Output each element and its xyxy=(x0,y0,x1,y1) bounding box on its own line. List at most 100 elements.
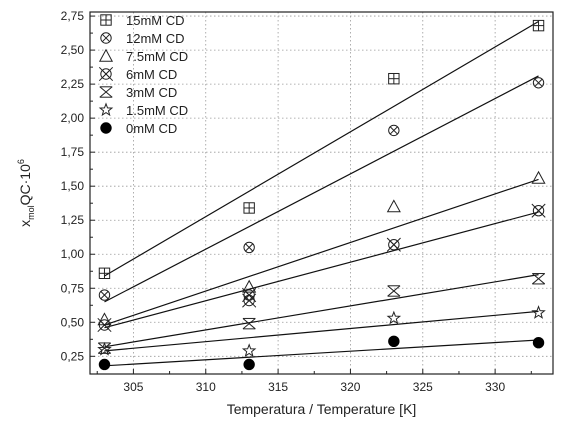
y-axis-title-rest: QC·10 xyxy=(17,164,33,205)
marker-dot xyxy=(388,335,400,348)
marker-filled-circle xyxy=(532,336,545,349)
marker-triangle xyxy=(242,279,257,293)
fit-line xyxy=(104,178,539,326)
y-axis-title-main: x xyxy=(17,220,33,227)
y-tick-label: 0,25 xyxy=(61,349,85,363)
marker-circle xyxy=(98,289,111,301)
marker-star xyxy=(97,341,112,356)
marker-circle xyxy=(532,77,545,89)
y-tick-label: 2,75 xyxy=(61,9,85,23)
marker-x-b xyxy=(534,78,543,87)
marker-square-plus xyxy=(100,14,112,26)
marker-circle xyxy=(243,241,255,254)
axis-ticks: 305 310 315 320 325 330 0,25 0,50 0,75 1,00 1,25 1,… xyxy=(61,9,532,394)
fit-line xyxy=(104,274,539,348)
marker-triangle xyxy=(98,48,114,62)
marker-dot xyxy=(243,358,255,371)
legend: 15mM CD 12mM CD 7.5mM CD 6mM CD 3mM CD 1.5mM … xyxy=(98,13,188,136)
marker-double-circle-x xyxy=(98,66,114,82)
marker-circle xyxy=(532,204,545,217)
marker-x-outer-b xyxy=(386,237,401,252)
y-tick-label: 0,75 xyxy=(61,281,85,295)
marker-circle-x xyxy=(532,77,545,89)
marker-circle xyxy=(98,319,111,331)
fit-line xyxy=(104,21,539,277)
marker-filled-circle xyxy=(388,335,400,348)
marker-circle xyxy=(100,68,112,80)
marker-star xyxy=(531,305,546,319)
marker-star xyxy=(241,343,257,358)
marker-square-plus xyxy=(98,267,111,279)
x-tick-label: 330 xyxy=(485,380,505,394)
x-tick-label: 305 xyxy=(123,380,143,394)
x-tick-label: 320 xyxy=(340,380,360,394)
marker-x-b xyxy=(387,285,401,297)
legend-label: 1.5mM CD xyxy=(126,103,188,118)
marker-triangle xyxy=(531,170,546,184)
marker-star xyxy=(97,341,112,356)
marker-triangle xyxy=(386,199,401,213)
fit-line xyxy=(104,310,539,352)
marker-filled-circle xyxy=(98,358,111,371)
marker-x-b xyxy=(389,126,398,135)
fit-line xyxy=(104,75,539,303)
y-axis-title: xmolQC·106 xyxy=(16,159,36,227)
marker-dot xyxy=(532,336,545,349)
marker-square-plus xyxy=(532,19,545,32)
marker-x-b xyxy=(99,86,113,98)
marker-star xyxy=(98,102,114,117)
marker-circle-x xyxy=(100,32,112,44)
marker-triangle xyxy=(531,170,546,184)
marker-triangle xyxy=(98,48,114,62)
y-tick-label: 2,25 xyxy=(61,77,85,91)
y-tick-label: 2,00 xyxy=(61,111,85,125)
marker-star xyxy=(98,102,114,117)
marker-square-plus xyxy=(388,72,400,85)
data-points xyxy=(97,19,546,371)
legend-label: 7.5mM CD xyxy=(126,49,188,64)
marker-x-b xyxy=(97,342,111,354)
marker-filled-circle xyxy=(243,358,255,371)
y-tick-label: 1,50 xyxy=(61,179,85,193)
marker-x-outer-b xyxy=(98,66,114,82)
fit-lines xyxy=(104,21,539,367)
marker-circle-x xyxy=(388,124,400,137)
marker-double-circle-x xyxy=(386,237,401,252)
marker-dot xyxy=(100,122,112,134)
plot-frame xyxy=(89,11,554,375)
y-tick-label: 1,25 xyxy=(61,213,85,227)
marker-filled-circle xyxy=(100,122,112,134)
y-tick-label: 1,00 xyxy=(61,247,85,261)
marker-star xyxy=(241,343,257,358)
y-tick-label: 0,50 xyxy=(61,315,85,329)
marker-double-circle-x xyxy=(97,317,112,333)
marker-x-outer-b xyxy=(97,317,112,333)
marker-asterisk xyxy=(99,86,113,98)
legend-label: 3mM CD xyxy=(126,85,177,100)
marker-asterisk xyxy=(97,342,111,354)
marker-x-b xyxy=(532,273,546,285)
fit-line xyxy=(104,211,539,329)
marker-double-circle-x xyxy=(242,288,257,303)
marker-x-b xyxy=(245,243,254,252)
marker-dot xyxy=(98,358,111,371)
y-tick-label: 2,50 xyxy=(61,43,85,57)
marker-x-outer-b xyxy=(242,288,257,303)
grid xyxy=(90,12,553,374)
x-tick-label: 310 xyxy=(196,380,216,394)
marker-square-plus xyxy=(243,202,255,214)
marker-circle xyxy=(388,239,400,251)
legend-label: 6mM CD xyxy=(126,67,177,82)
x-tick-label: 325 xyxy=(413,380,433,394)
legend-label: 15mM CD xyxy=(126,13,185,28)
marker-triangle xyxy=(242,279,257,293)
marker-star xyxy=(386,310,402,325)
marker-triangle xyxy=(386,199,401,213)
marker-circle-x xyxy=(98,289,111,301)
marker-x-b xyxy=(101,33,111,43)
x-axis-title: Temperatura / Temperature [K] xyxy=(227,401,417,417)
marker-asterisk xyxy=(532,273,546,285)
y-axis-title-subscript: mol xyxy=(26,205,36,220)
x-tick-label: 315 xyxy=(268,380,288,394)
